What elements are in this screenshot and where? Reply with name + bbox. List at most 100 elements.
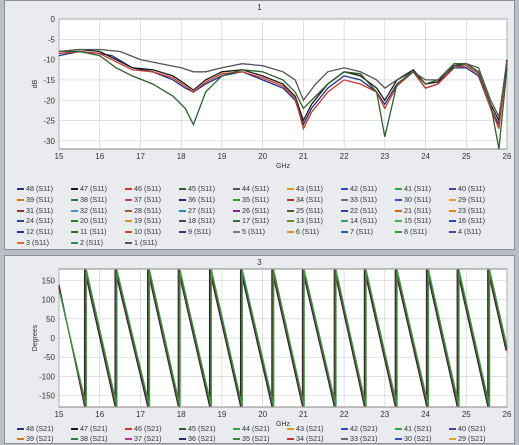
legend-label: 39 (S21) — [26, 434, 54, 443]
legend-label: 5 (S11) — [242, 227, 266, 237]
y-axis-label: Degrees — [32, 324, 39, 351]
legend-item: 33 (S11) — [341, 195, 377, 204]
legend-swatch — [341, 220, 348, 223]
legend-swatch — [287, 438, 294, 441]
legend-label: 24 (S11) — [26, 216, 54, 226]
legend-label: 30 (S11) — [404, 194, 432, 204]
legend-item: 27 (S11) — [179, 206, 215, 215]
legend-item: 28 (S11) — [125, 206, 161, 215]
legend-swatch — [287, 231, 294, 234]
legend-label: 7 (S11) — [350, 227, 374, 237]
legend-swatch — [179, 220, 186, 223]
s21-chart-panel: 3 15 16 17 18 19 20 21 22 23 24 25 26 150 100 50 0 -50 -1… — [4, 255, 515, 444]
legend-item: 43 (S11) — [287, 184, 323, 193]
y-tick-label: -10 — [43, 56, 55, 65]
legend-item: 3 (S11) — [17, 238, 49, 247]
legend-label: 20 (S11) — [80, 216, 108, 226]
legend-item: 34 (S21) — [287, 434, 324, 443]
legend-item: 30 (S21) — [395, 434, 432, 443]
y-tick-label: -150 — [39, 392, 56, 401]
legend-swatch — [179, 428, 186, 431]
legend-label: 3 (S11) — [26, 238, 50, 247]
legend-item: 39 (S21) — [17, 434, 54, 443]
legend-label: 17 (S11) — [242, 216, 270, 226]
y-tick-label: 150 — [42, 277, 56, 286]
legend-label: 9 (S11) — [188, 227, 212, 237]
x-tick-label: 16 — [95, 410, 104, 419]
legend-swatch — [233, 220, 240, 223]
x-tick-label: 24 — [421, 410, 430, 419]
legend-label: 46 (S21) — [134, 424, 162, 433]
legend-item: 4 (S11) — [449, 227, 481, 236]
legend-label: 43 (S21) — [296, 424, 324, 433]
legend-label: 40 (S11) — [458, 184, 486, 193]
legend-item: 42 (S21) — [341, 424, 378, 433]
legend-label: 4 (S11) — [458, 227, 482, 237]
x-tick-label: 15 — [55, 410, 64, 419]
legend-item: 44 (S11) — [233, 184, 269, 193]
legend-label: 19 (S11) — [134, 216, 162, 226]
legend-swatch — [233, 438, 240, 441]
legend-swatch — [125, 438, 132, 441]
chart-3-title: 3 — [257, 258, 262, 267]
legend-label: 18 (S11) — [188, 216, 216, 226]
legend-item: 35 (S21) — [233, 434, 270, 443]
legend-label: 29 (S21) — [458, 434, 486, 443]
y-tick-label: 100 — [42, 296, 56, 305]
legend-swatch — [287, 428, 294, 431]
y-tick-label: -100 — [39, 372, 56, 381]
legend-label: 32 (S11) — [80, 205, 108, 215]
legend-label: 26 (S11) — [242, 205, 270, 215]
legend-label: 44 (S21) — [242, 424, 270, 433]
y-tick-label: -50 — [43, 353, 55, 362]
y-tick-label: 0 — [51, 15, 56, 24]
legend-label: 41 (S11) — [404, 184, 432, 193]
y-tick-label: -15 — [43, 76, 55, 85]
legend-item: 47 (S11) — [71, 184, 107, 193]
legend-label: 36 (S21) — [188, 434, 216, 443]
legend-swatch — [71, 438, 78, 441]
x-tick-label: 18 — [177, 410, 186, 419]
legend-swatch — [233, 209, 240, 212]
legend-label: 13 (S11) — [296, 216, 324, 226]
legend-swatch — [233, 198, 240, 201]
legend-item: 37 (S21) — [125, 434, 162, 443]
chart-1-title: 1 — [257, 3, 262, 12]
legend-swatch — [341, 428, 348, 431]
legend-item: 41 (S21) — [395, 424, 432, 433]
legend-label: 21 (S11) — [404, 205, 432, 215]
legend-label: 44 (S11) — [242, 184, 270, 193]
legend-swatch — [395, 428, 402, 431]
legend-label: 8 (S11) — [404, 227, 428, 237]
legend-item: 40 (S21) — [449, 424, 486, 433]
legend-swatch — [71, 428, 78, 431]
legend-item: 19 (S11) — [125, 216, 161, 225]
legend-swatch — [17, 188, 24, 191]
legend-swatch — [287, 188, 294, 191]
legend-item: 7 (S11) — [341, 227, 373, 236]
legend-item: 29 (S21) — [449, 434, 486, 443]
legend-label: 45 (S21) — [188, 424, 216, 433]
x-axis-label: GHz — [276, 163, 291, 170]
legend-label: 31 (S11) — [26, 205, 54, 215]
y-tick-label: -5 — [48, 35, 56, 44]
legend-label: 33 (S21) — [350, 434, 378, 443]
legend-label: 2 (S11) — [80, 238, 104, 247]
legend-label: 36 (S11) — [188, 194, 216, 204]
legend-item: 31 (S11) — [17, 206, 53, 215]
legend-item: 45 (S21) — [179, 424, 216, 433]
legend-item: 33 (S21) — [341, 434, 378, 443]
legend-item: 16 (S11) — [449, 216, 485, 225]
legend-label: 38 (S21) — [80, 434, 108, 443]
legend-item: 22 (S11) — [341, 206, 377, 215]
legend-label: 41 (S21) — [404, 424, 432, 433]
x-tick-label: 23 — [380, 410, 389, 419]
x-tick-label: 17 — [136, 152, 145, 161]
legend-swatch — [449, 209, 456, 212]
legend-item: 21 (S11) — [395, 206, 431, 215]
legend-item: 48 (S11) — [17, 184, 53, 193]
s11-chart: 15 16 17 18 19 20 21 22 23 24 25 26 0 -5 -10 -15 -20 -25 -… — [32, 15, 512, 170]
legend-swatch — [287, 209, 294, 212]
x-tick-label: 26 — [503, 410, 512, 419]
legend-swatch — [233, 428, 240, 431]
